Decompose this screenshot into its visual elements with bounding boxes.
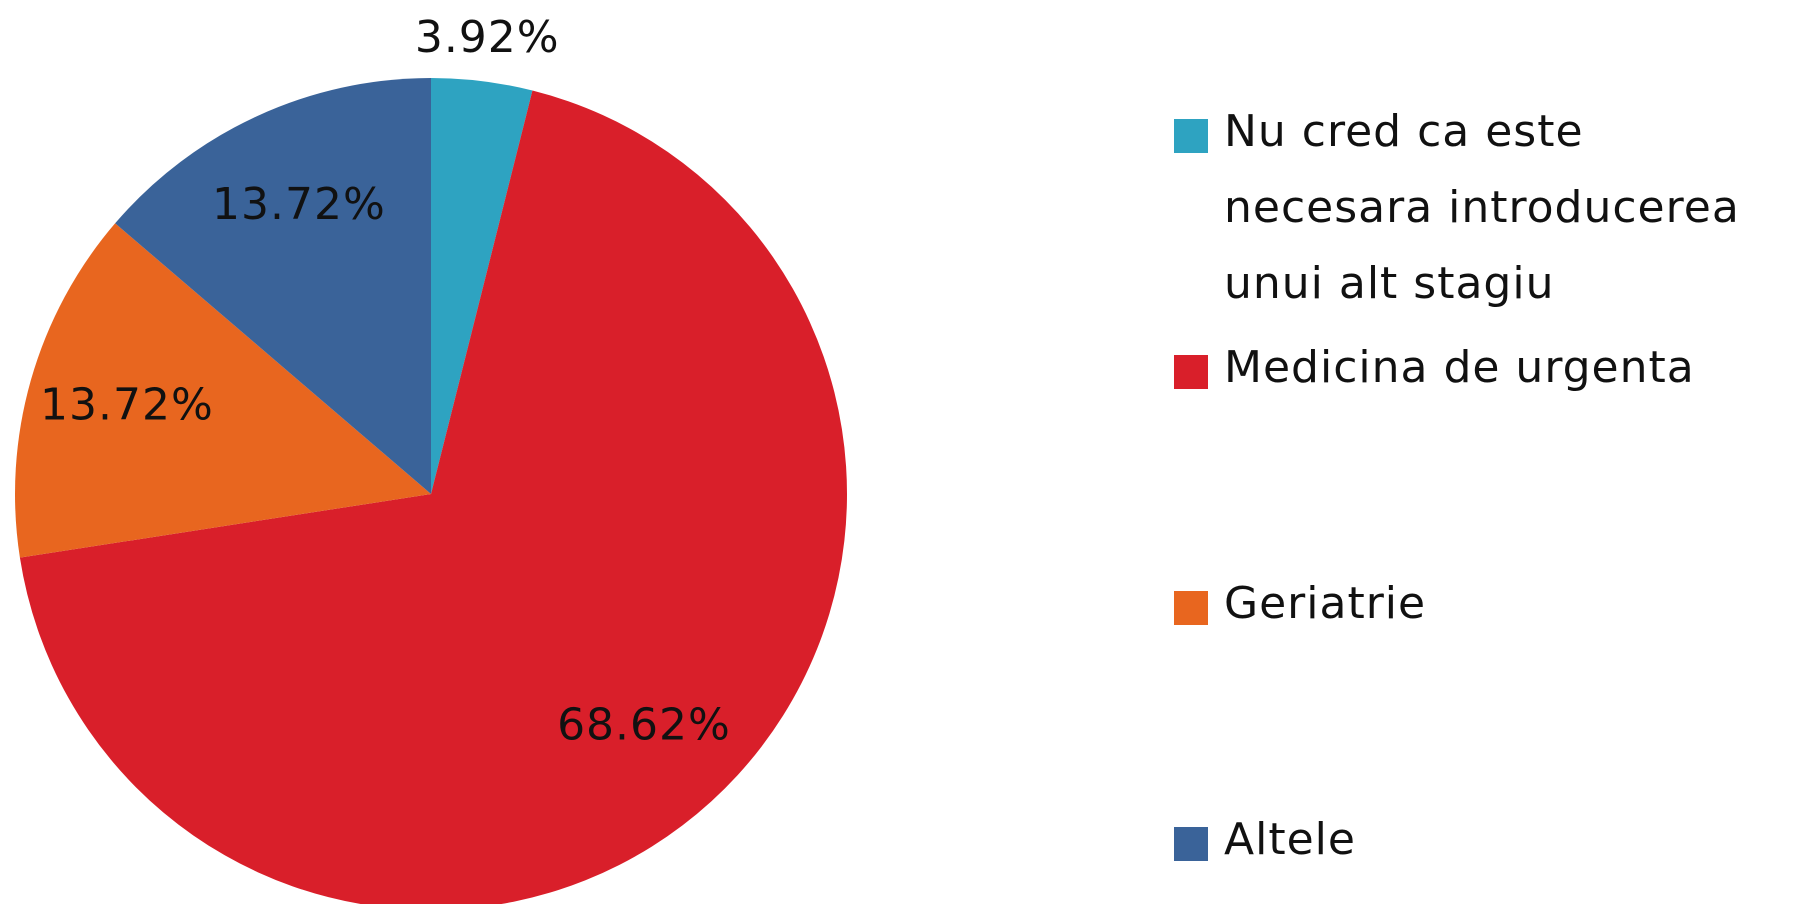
- legend-swatch: [1174, 119, 1208, 153]
- legend-line: Nu cred ca este: [1224, 106, 1584, 157]
- legend-swatch: [1174, 355, 1208, 389]
- legend-swatch: [1174, 827, 1208, 861]
- pie-slice: [15, 223, 432, 558]
- data-label: 13.72%: [212, 179, 386, 230]
- legend-label: Nu cred ca este necesara introducerea unui…: [1224, 106, 1740, 309]
- legend-line: necesara introducerea: [1224, 182, 1740, 233]
- legend-swatch: [1174, 591, 1208, 625]
- data-label: 13.72%: [40, 379, 214, 430]
- legend-line: Medicina de urgenta: [1224, 342, 1695, 393]
- pie-slice: [115, 78, 432, 494]
- pie-slice: [431, 78, 533, 494]
- legend-line: Altele: [1224, 814, 1356, 865]
- legend-line: Geriatrie: [1224, 578, 1426, 629]
- pie-slice: [19, 90, 847, 904]
- data-label: 3.92%: [415, 12, 560, 63]
- legend-label: Medicina de urgenta: [1224, 342, 1695, 393]
- legend-label: Altele: [1224, 814, 1356, 865]
- legend-line: unui alt stagiu: [1224, 258, 1554, 309]
- legend-label: Geriatrie: [1224, 578, 1426, 629]
- data-label: 68.62%: [557, 700, 731, 751]
